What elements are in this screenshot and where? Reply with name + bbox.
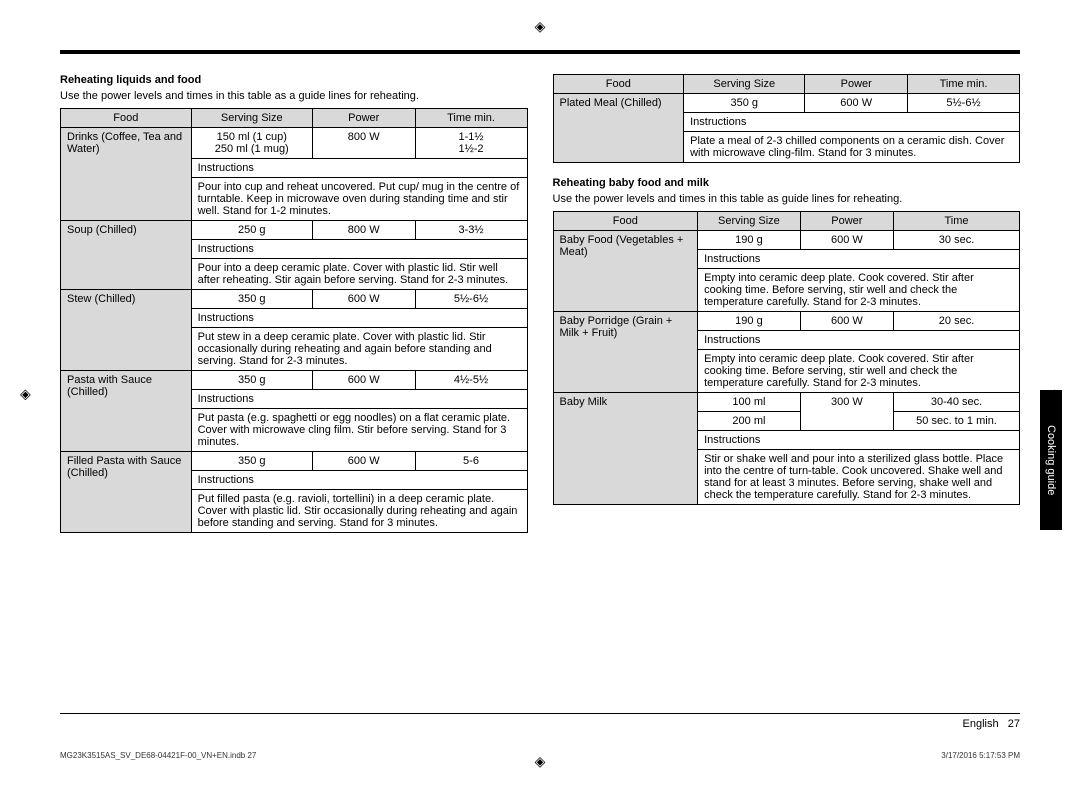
table-row: Baby Porridge (Grain + Milk + Fruit) 190…	[553, 312, 1020, 331]
col-serving: Serving Size	[684, 75, 805, 94]
serving-cell: 190 g	[698, 231, 801, 250]
table-row: Pasta with Sauce (Chilled) 350 g 600 W 4…	[61, 371, 528, 390]
time-cell: 3-3½	[415, 221, 527, 240]
col-food: Food	[553, 212, 698, 231]
table-row: Baby Food (Vegetables + Meat) 190 g 600 …	[553, 231, 1020, 250]
section-intro: Use the power levels and times in this t…	[553, 193, 1021, 205]
table-header-row: Food Serving Size Power Time	[553, 212, 1020, 231]
col-time: Time	[894, 212, 1020, 231]
col-time: Time min.	[908, 75, 1020, 94]
power-cell: 600 W	[312, 452, 415, 471]
time-cell: 4½-5½	[415, 371, 527, 390]
food-cell: Drinks (Coffee, Tea and Water)	[61, 128, 192, 221]
table-row: Plated Meal (Chilled) 350 g 600 W 5½-6½	[553, 94, 1020, 113]
time-cell: 20 sec.	[894, 312, 1020, 331]
food-cell: Pasta with Sauce (Chilled)	[61, 371, 192, 452]
power-cell: 300 W	[800, 393, 893, 431]
left-column: Reheating liquids and food Use the power…	[60, 74, 528, 533]
power-cell: 600 W	[312, 371, 415, 390]
col-food: Food	[61, 109, 192, 128]
col-power: Power	[312, 109, 415, 128]
serving-cell: 350 g	[684, 94, 805, 113]
food-cell: Baby Milk	[553, 393, 698, 505]
food-cell: Filled Pasta with Sauce (Chilled)	[61, 452, 192, 533]
time-cell: 5½-6½	[908, 94, 1020, 113]
power-cell: 800 W	[312, 221, 415, 240]
food-cell: Baby Food (Vegetables + Meat)	[553, 231, 698, 312]
food-cell: Baby Porridge (Grain + Milk + Fruit)	[553, 312, 698, 393]
table-row: Drinks (Coffee, Tea and Water) 150 ml (1…	[61, 128, 528, 159]
time-cell: 1-1½ 1½-2	[415, 128, 527, 159]
col-power: Power	[800, 212, 893, 231]
serving-cell: 190 g	[698, 312, 801, 331]
side-tab: Cooking guide	[1040, 390, 1062, 530]
time-cell: 5½-6½	[415, 290, 527, 309]
serving-cell: 200 ml	[698, 412, 801, 431]
time-cell: 30 sec.	[894, 231, 1020, 250]
serving-cell: 250 g	[191, 221, 312, 240]
serving-cell: 100 ml	[698, 393, 801, 412]
power-cell: 600 W	[805, 94, 908, 113]
page-footer: English 27	[60, 713, 1020, 730]
section-title: Reheating baby food and milk	[553, 177, 1021, 189]
table-header-row: Food Serving Size Power Time min.	[553, 75, 1020, 94]
serving-cell: 350 g	[191, 290, 312, 309]
serving-cell: 150 ml (1 cup) 250 ml (1 mug)	[191, 128, 312, 159]
serving-cell: 350 g	[191, 371, 312, 390]
section-intro: Use the power levels and times in this t…	[60, 90, 528, 102]
table-row: Filled Pasta with Sauce (Chilled) 350 g …	[61, 452, 528, 471]
top-rule	[60, 50, 1020, 54]
food-cell: Plated Meal (Chilled)	[553, 94, 684, 163]
meta-file: MG23K3515AS_SV_DE68-04421F-00_VN+EN.indb…	[60, 751, 256, 760]
time-cell: 50 sec. to 1 min.	[894, 412, 1020, 431]
table-row: Soup (Chilled) 250 g 800 W 3-3½	[61, 221, 528, 240]
table-header-row: Food Serving Size Power Time min.	[61, 109, 528, 128]
col-serving: Serving Size	[191, 109, 312, 128]
meta-stamp: 3/17/2016 5:17:53 PM	[941, 751, 1020, 760]
table-row: Baby Milk 100 ml 300 W 30-40 sec.	[553, 393, 1020, 412]
time-cell: 5-6	[415, 452, 527, 471]
registration-mark-icon: ◈	[535, 18, 546, 35]
registration-mark-icon: ◈	[20, 386, 31, 403]
print-meta: MG23K3515AS_SV_DE68-04421F-00_VN+EN.indb…	[60, 751, 1020, 760]
reheat-table: Food Serving Size Power Time min. Drinks…	[60, 108, 528, 533]
col-time: Time min.	[415, 109, 527, 128]
footer-page: 27	[1008, 718, 1020, 730]
food-cell: Stew (Chilled)	[61, 290, 192, 371]
time-cell: 30-40 sec.	[894, 393, 1020, 412]
baby-food-table: Food Serving Size Power Time Baby Food (…	[553, 211, 1021, 505]
power-cell: 600 W	[800, 231, 893, 250]
power-cell: 600 W	[312, 290, 415, 309]
serving-cell: 350 g	[191, 452, 312, 471]
footer-lang: English	[963, 718, 999, 730]
table-row: Stew (Chilled) 350 g 600 W 5½-6½	[61, 290, 528, 309]
plated-meal-table: Food Serving Size Power Time min. Plated…	[553, 74, 1021, 163]
col-food: Food	[553, 75, 684, 94]
power-cell: 600 W	[800, 312, 893, 331]
right-column: Food Serving Size Power Time min. Plated…	[553, 74, 1021, 533]
food-cell: Soup (Chilled)	[61, 221, 192, 290]
power-cell: 800 W	[312, 128, 415, 159]
col-power: Power	[805, 75, 908, 94]
col-serving: Serving Size	[698, 212, 801, 231]
section-title: Reheating liquids and food	[60, 74, 528, 86]
